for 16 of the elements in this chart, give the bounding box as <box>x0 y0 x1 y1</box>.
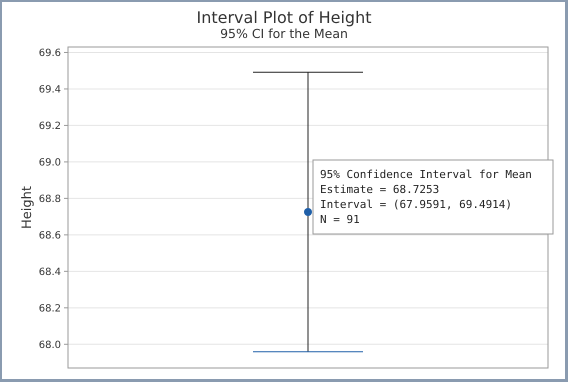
y-tick-label: 69.4 <box>38 84 61 96</box>
y-tick-label: 68.4 <box>38 266 61 278</box>
chart-subtitle: 95% CI for the Mean <box>220 26 348 41</box>
chart-title: Interval Plot of Height <box>196 8 372 27</box>
y-axis-title: Height <box>20 186 35 229</box>
annotation: Interval = (67.9591, 69.4914) <box>320 198 512 211</box>
y-tick-label: 68.0 <box>38 340 61 351</box>
y-tick-label: 68.2 <box>38 303 61 314</box>
y-tick-label: 68.8 <box>38 194 61 205</box>
y-tick-label: 69.2 <box>38 120 61 132</box>
y-tick-label: 69.6 <box>38 48 61 59</box>
annotation: N = 91 <box>320 213 360 226</box>
annotation: 95% Confidence Interval for Mean <box>320 168 532 181</box>
y-tick-label: 68.6 <box>38 230 61 242</box>
y-tick-label: 69.0 <box>38 157 61 168</box>
annotation: Estimate = 68.7253 <box>320 183 440 196</box>
